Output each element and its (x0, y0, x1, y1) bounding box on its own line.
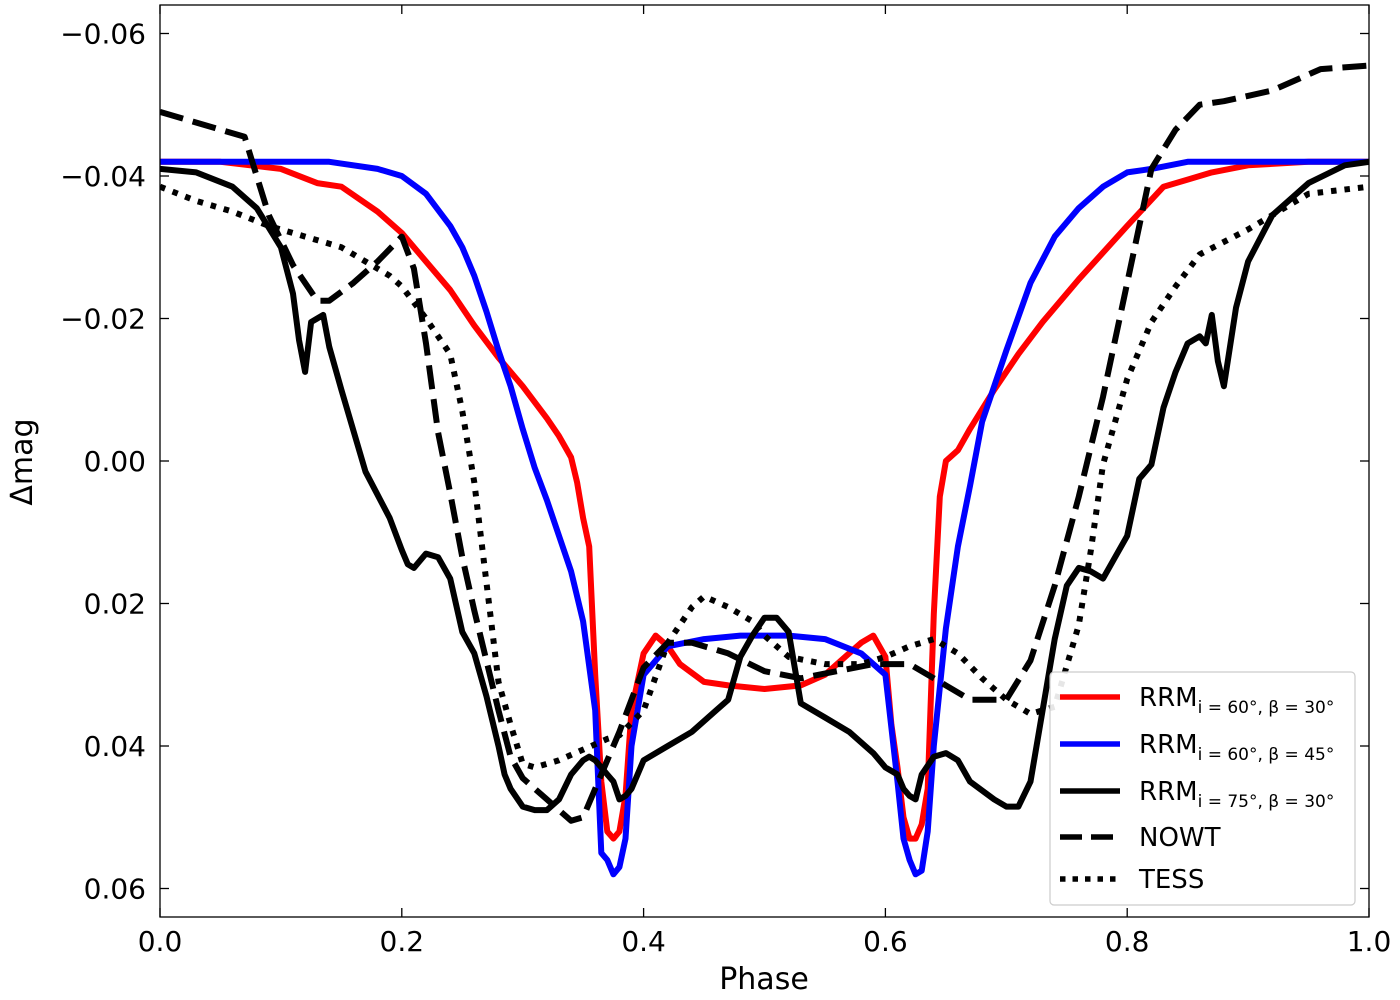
y-tick-label: −0.04 (60, 160, 146, 193)
y-tick-label: −0.02 (60, 303, 146, 336)
series-line-nowt (160, 62, 1369, 824)
series-layer (160, 62, 1369, 878)
series-line-rrm-i-60-45 (160, 158, 1369, 878)
x-tick-label: 0.4 (621, 925, 666, 958)
x-tick-label: 0.6 (863, 925, 908, 958)
x-tick-label: 0.8 (1105, 925, 1150, 958)
legend-label-rrm-60-30: RRMi = 60°, β = 30° (1139, 683, 1334, 718)
x-axis-label: Phase (719, 962, 809, 997)
y-tick-label: −0.06 (60, 18, 146, 51)
y-tick-label: 0.04 (84, 730, 146, 763)
tick-layer: 0.0 0.2 0.4 0.6 0.8 1.0 −0.06 −0.04 −0.02 0.00 0.0… (60, 5, 1391, 958)
y-axis-label: Δmag (5, 418, 40, 505)
series-line-rrm-i-75-30 (160, 158, 1369, 814)
legend-label-tess: TESS (1138, 865, 1204, 895)
series-line-tess (160, 183, 1369, 771)
y-tick-label: 0.06 (84, 873, 146, 906)
y-tick-label: 0.02 (84, 588, 146, 621)
y-tick-label: 0.00 (84, 445, 146, 478)
legend-label-nowt: NOWT (1139, 823, 1221, 853)
legend-label-rrm-60-45: RRMi = 60°, β = 45° (1139, 730, 1334, 765)
x-tick-label: 0.2 (380, 925, 425, 958)
x-tick-label: 1.0 (1347, 925, 1392, 958)
legend-box (1049, 671, 1356, 906)
legend: RRMi = 60°, β = 30° RRMi = 60°, β = 45° … (1049, 671, 1356, 906)
x-tick-label: 0.0 (138, 925, 183, 958)
legend-label-rrm-75-30: RRMi = 75°, β = 30° (1139, 777, 1334, 812)
